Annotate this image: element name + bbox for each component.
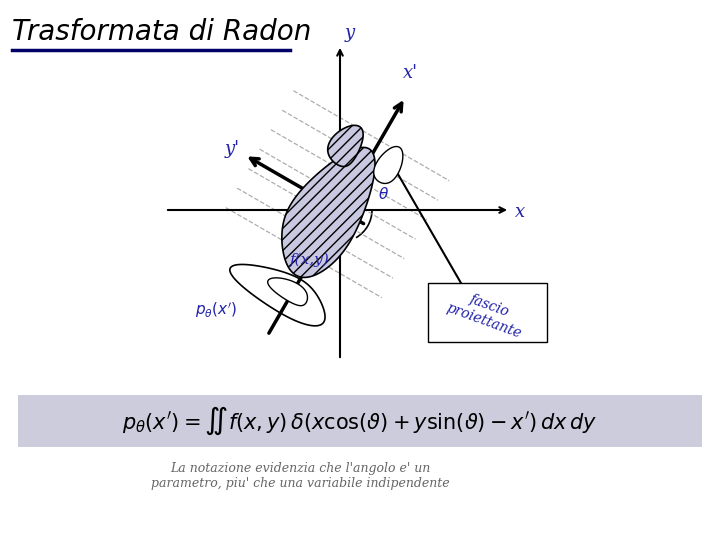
- Text: y': y': [224, 140, 239, 158]
- Polygon shape: [268, 278, 307, 306]
- Polygon shape: [328, 125, 363, 166]
- Text: $p_{\theta}(x')$: $p_{\theta}(x')$: [195, 300, 238, 320]
- Text: $p_{\theta}(x') = \iint f(x,y)\,\delta(x\cos(\vartheta)+y\sin(\vartheta)-x')\,dx: $p_{\theta}(x') = \iint f(x,y)\,\delta(x…: [122, 405, 598, 437]
- Polygon shape: [230, 265, 325, 326]
- Text: f(x,y): f(x,y): [290, 253, 330, 267]
- FancyBboxPatch shape: [18, 395, 702, 447]
- FancyBboxPatch shape: [428, 283, 547, 342]
- Text: y: y: [345, 24, 355, 42]
- Text: La notazione evidenzia che l'angolo e' un
parametro, piu' che una variabile indi: La notazione evidenzia che l'angolo e' u…: [150, 462, 449, 490]
- Text: x: x: [515, 203, 525, 221]
- Polygon shape: [282, 147, 375, 278]
- Text: fascio
proiettante: fascio proiettante: [445, 285, 529, 341]
- Text: x': x': [403, 64, 418, 82]
- Text: Trasformata di Radon: Trasformata di Radon: [12, 18, 311, 46]
- Text: $\theta$: $\theta$: [378, 186, 389, 202]
- Polygon shape: [374, 146, 403, 184]
